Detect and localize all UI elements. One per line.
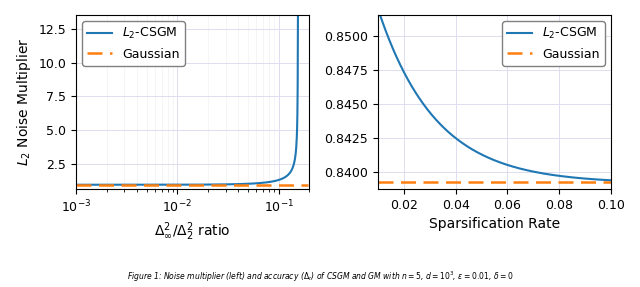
Legend: $L_2$-CSGM, Gaussian: $L_2$-CSGM, Gaussian <box>502 21 605 66</box>
$L_2$-CSGM <box>602 178 609 182</box>
$L_2$-CSGM <box>513 166 520 169</box>
$L_2$-CSGM <box>213 183 221 186</box>
X-axis label: $\Delta_\infty^2/\Delta_2^2$ ratio: $\Delta_\infty^2/\Delta_2^2$ ratio <box>154 221 231 243</box>
Gaussian <box>272 183 280 187</box>
$L_2$-CSGM <box>486 157 494 160</box>
Gaussian <box>248 183 256 187</box>
$L_2$-CSGM <box>294 7 302 10</box>
Gaussian <box>513 180 520 184</box>
Gaussian <box>86 183 94 187</box>
Gaussian <box>374 180 382 184</box>
Gaussian <box>304 183 312 187</box>
Gaussian <box>207 183 214 187</box>
Gaussian <box>602 180 609 184</box>
$L_2$-CSGM <box>565 175 573 179</box>
Gaussian <box>220 183 228 187</box>
X-axis label: Sparsification Rate: Sparsification Rate <box>429 217 560 231</box>
$L_2$-CSGM <box>304 7 312 10</box>
Legend: $L_2$-CSGM, Gaussian: $L_2$-CSGM, Gaussian <box>83 21 185 66</box>
Gaussian <box>486 180 494 184</box>
Y-axis label: $L_2$ Noise Multiplier: $L_2$ Noise Multiplier <box>15 38 33 166</box>
$L_2$-CSGM <box>72 183 80 187</box>
Text: Figure 1: Noise multiplier (left) and accuracy ($\Delta_r$) of CSGM and GM with : Figure 1: Noise multiplier (left) and ac… <box>127 270 513 284</box>
Gaussian <box>485 180 493 184</box>
Line: $L_2$-CSGM: $L_2$-CSGM <box>378 9 611 180</box>
$L_2$-CSGM <box>86 183 94 187</box>
Gaussian <box>607 180 615 184</box>
$L_2$-CSGM <box>272 179 280 183</box>
$L_2$-CSGM <box>485 156 493 160</box>
Gaussian <box>213 183 221 187</box>
Gaussian <box>565 180 573 184</box>
$L_2$-CSGM <box>248 182 256 185</box>
Gaussian <box>500 180 508 184</box>
$L_2$-CSGM <box>207 183 214 186</box>
$L_2$-CSGM <box>374 7 382 11</box>
$L_2$-CSGM <box>607 179 615 182</box>
Gaussian <box>72 183 80 187</box>
Line: $L_2$-CSGM: $L_2$-CSGM <box>76 8 308 185</box>
$L_2$-CSGM <box>220 183 228 186</box>
$L_2$-CSGM <box>500 162 508 166</box>
